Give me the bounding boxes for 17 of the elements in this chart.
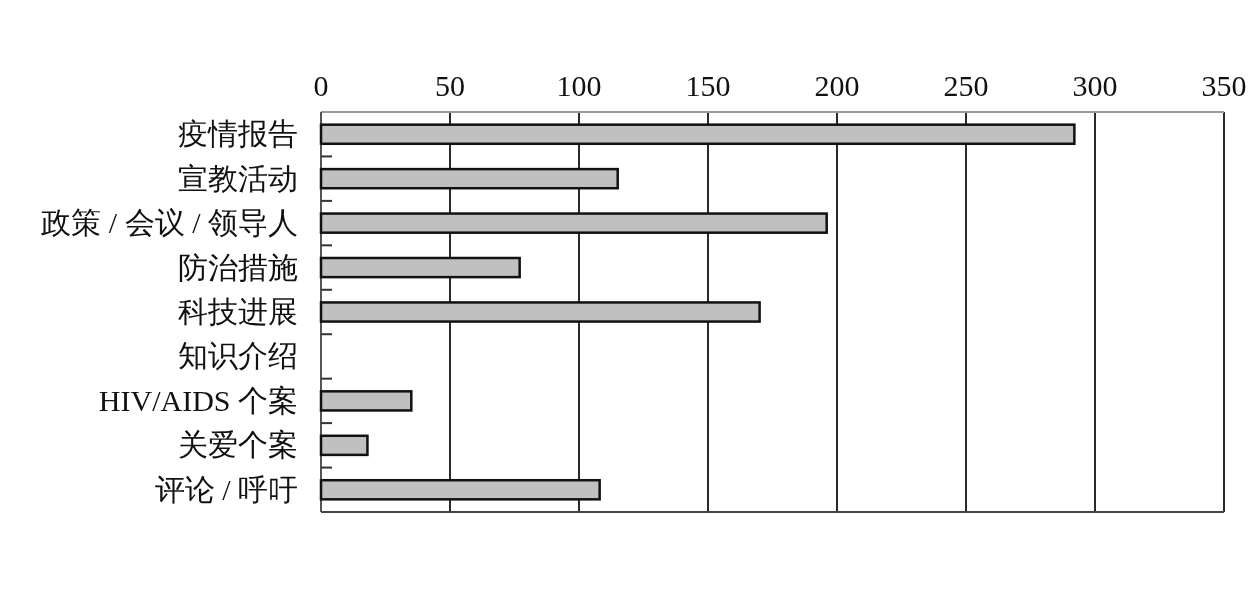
x-tick-label: 100 [556, 69, 602, 102]
x-tick-label: 200 [814, 69, 860, 102]
y-tick-label: 知识介绍 [178, 339, 298, 373]
x-tick-label: 300 [1072, 69, 1118, 102]
x-tick-label: 150 [685, 69, 731, 102]
y-tick-label: 评论 / 呼吁 [154, 472, 298, 506]
x-tick-label: 50 [435, 69, 465, 102]
y-tick-label: 关爱个案 [178, 428, 298, 462]
y-tick-label: 防治措施 [178, 250, 298, 284]
y-tick-label: 政策 / 会议 / 领导人 [41, 206, 298, 240]
y-tick-label: 疫情报告 [178, 117, 298, 151]
x-tick-label: 250 [943, 69, 989, 102]
x-tick-label: 350 [1201, 69, 1247, 102]
y-tick-label: 科技进展 [178, 295, 298, 328]
x-tick-label: 0 [313, 69, 329, 102]
y-tick-label: HIV/AIDS 个案 [98, 383, 298, 417]
y-tick-label: 宣教活动 [178, 161, 298, 195]
